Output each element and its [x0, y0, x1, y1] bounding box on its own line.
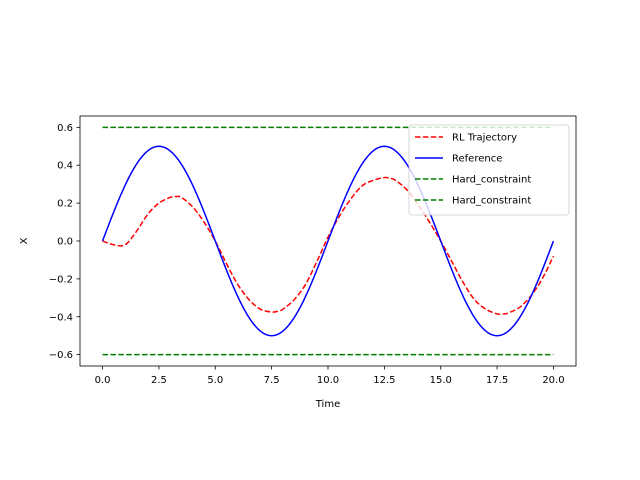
y-tick-label: 0.2 — [57, 199, 73, 210]
x-tick-label: 15.0 — [430, 375, 452, 386]
x-tick-label: 17.5 — [486, 375, 508, 386]
x-tick-label: 7.5 — [264, 375, 280, 386]
series-line-0 — [102, 176, 555, 316]
legend: RL Trajectory Reference Hard_constraint Har… — [408, 124, 570, 216]
x-tick-label: 12.5 — [373, 375, 395, 386]
y-axis-label: X — [19, 237, 30, 244]
y-tick-label: 0.4 — [57, 161, 73, 172]
legend-label: Reference — [452, 154, 502, 165]
y-axis: −0.6 −0.4 −0.2 0.0 0.2 0.4 0.6 — [49, 123, 80, 361]
x-tick-label: 5.0 — [207, 375, 223, 386]
x-tick-label: 10.0 — [317, 375, 339, 386]
legend-label: RL Trajectory — [452, 133, 517, 144]
x-axis-label: Time — [315, 399, 340, 410]
legend-box — [408, 124, 570, 216]
y-tick-label: −0.2 — [49, 274, 73, 285]
x-tick-label: 0.0 — [95, 375, 111, 386]
x-tick-label: 2.5 — [151, 375, 167, 386]
legend-label: Hard_constraint — [452, 196, 531, 207]
series-line-1 — [101, 145, 555, 337]
legend-label: Hard_constraint — [452, 175, 531, 186]
x-axis: 0.0 2.5 5.0 7.5 10.0 12.5 15.0 17.5 20.0 — [95, 366, 565, 386]
y-tick-label: 0.0 — [57, 237, 73, 248]
y-tick-label: −0.6 — [49, 350, 73, 361]
y-tick-label: 0.6 — [57, 123, 73, 134]
x-tick-label: 20.0 — [542, 375, 564, 386]
plot-lines — [101, 126, 555, 356]
y-tick-label: −0.4 — [49, 312, 73, 323]
